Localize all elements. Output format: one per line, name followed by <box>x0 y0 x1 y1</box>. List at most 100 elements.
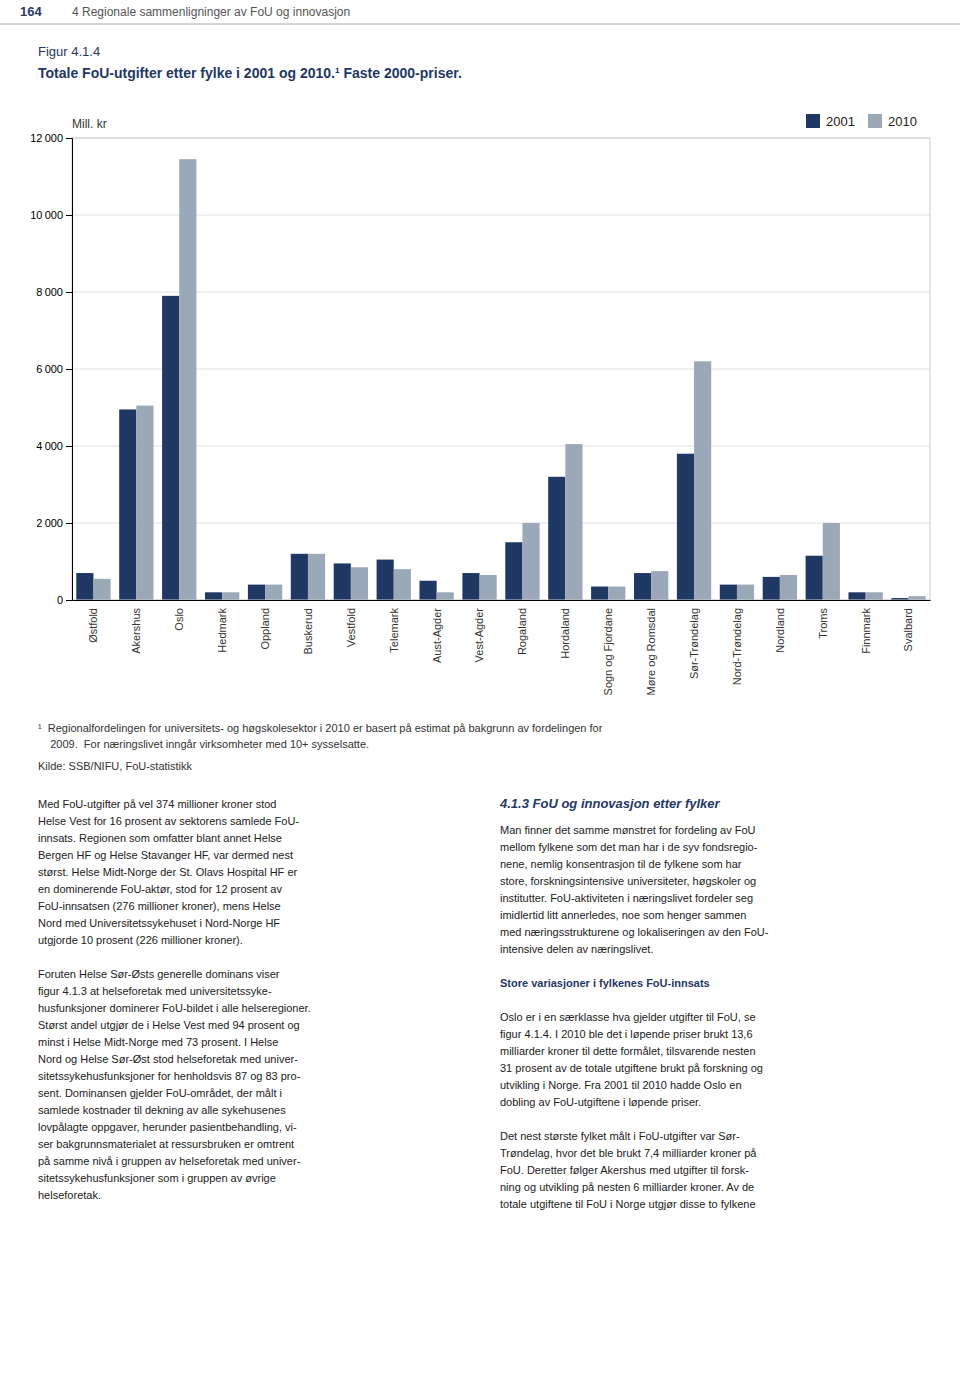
chart-subtitle: Totale FoU-utgifter etter fylke i 2001 o… <box>38 65 462 81</box>
body-text: milliarder kroner til dette formålet, ti… <box>500 1045 756 1057</box>
bars <box>76 159 925 600</box>
x-tick: Nordland <box>774 608 786 653</box>
body-text: FoU. Deretter følger Akershus med utgift… <box>500 1164 749 1176</box>
bar <box>291 554 308 600</box>
x-tick: Vestfold <box>345 608 357 647</box>
y-tick-mark <box>66 446 72 447</box>
x-tick-label: Oslo <box>173 608 185 631</box>
x-tick: Finnmark <box>860 608 872 654</box>
grid-line <box>72 215 930 216</box>
x-tick: Nord-Trøndelag <box>731 608 743 685</box>
legend-item: 2001 <box>806 114 855 129</box>
x-tick-label: Telemark <box>388 608 400 653</box>
x-tick: Telemark <box>388 608 400 653</box>
bar <box>222 592 239 600</box>
bar <box>248 585 265 600</box>
bar <box>394 569 411 600</box>
y-tick-mark <box>66 369 72 370</box>
x-axis: Østfold Akershus Oslo Hedmark Oppland Buskeru… <box>73 601 931 696</box>
y-tick: 10 000 <box>30 209 72 221</box>
body-text: med næringsstrukturene og lokaliseringen… <box>500 926 769 938</box>
chart-title: Figur 4.1.4 <box>38 44 100 59</box>
x-tick-label: Rogaland <box>516 608 528 655</box>
bar <box>634 573 651 600</box>
x-tick-label: Troms <box>817 608 829 639</box>
bar <box>806 556 823 600</box>
y-tick-label: 4 000 <box>36 440 63 452</box>
y-tick: 4 000 <box>36 440 72 452</box>
source: Kilde: SSB/NIFU, FoU-statistikk <box>38 760 193 772</box>
body-text: ser bakgrunnsmaterialet at ressursbruken… <box>38 1138 294 1150</box>
x-tick-label: Oppland <box>259 608 271 650</box>
header-number: 164 <box>20 4 42 19</box>
legend-swatch <box>806 114 820 128</box>
body-text: helseforetak. <box>38 1189 101 1201</box>
body-text: 31 prosent av de totale utgiftene brukt … <box>500 1062 763 1074</box>
y-tick: 2 000 <box>36 517 72 529</box>
body-text: Det nest største fylket målt i FoU-utgif… <box>500 1130 740 1142</box>
body-text: minst i Helse Midt-Norge med 73 prosent.… <box>38 1036 278 1048</box>
body-text: Bergen HF og Helse Stavanger HF, var der… <box>38 849 293 861</box>
bar <box>522 523 539 600</box>
x-tick: Buskerud <box>302 608 314 654</box>
grid-line <box>72 369 930 370</box>
y-tick: 6 000 <box>36 363 72 375</box>
chart: 02 0004 0006 0008 00010 00012 000Østfold… <box>30 132 930 695</box>
body-text: utvikling i Norge. Fra 2001 til 2010 had… <box>500 1079 742 1091</box>
bar <box>419 581 436 600</box>
x-tick: Svalbard <box>902 608 914 651</box>
bar <box>480 575 497 600</box>
body-text: Nord med Universitetssykehuset i Nord-No… <box>38 917 280 929</box>
bar <box>334 563 351 600</box>
bar <box>565 444 582 600</box>
x-tick-label: Hordaland <box>559 608 571 659</box>
y-tick-label: 0 <box>57 594 63 606</box>
x-tick-label: Buskerud <box>302 608 314 654</box>
body-text: sitetssykehusfunksjoner for henholdsvis … <box>38 1070 301 1082</box>
bar <box>694 361 711 600</box>
y-tick: 0 <box>57 594 72 606</box>
x-tick: Oslo <box>173 608 185 631</box>
legend-label: 2010 <box>888 114 917 129</box>
bar <box>136 406 153 600</box>
body-text: Oslo er i en særklasse hva gjelder utgif… <box>500 1011 756 1023</box>
bar <box>677 454 694 600</box>
y-tick-mark <box>66 523 72 524</box>
y-tick: 8 000 <box>36 286 72 298</box>
x-tick-label: Møre og Romsdal <box>645 608 657 695</box>
bar <box>823 523 840 600</box>
x-tick: Hedmark <box>216 608 228 653</box>
x-tick: Sør-Trøndelag <box>688 608 700 679</box>
x-tick-label: Nord-Trøndelag <box>731 608 743 685</box>
x-tick: Sogn og Fjordane <box>602 608 614 695</box>
body-text: innsats. Regionen som omfatter blant ann… <box>38 832 282 844</box>
legend-swatch <box>868 114 882 128</box>
x-tick-label: Vestfold <box>345 608 357 647</box>
bar <box>437 592 454 600</box>
x-tick: Troms <box>817 608 829 639</box>
footnote: ¹ Regionalfordelingen for universitets- … <box>38 722 603 734</box>
body-text: en dominerende FoU-aktør, stod for 12 pr… <box>38 883 282 895</box>
body-text: ning og utvikling på nesten 6 milliarder… <box>500 1181 754 1193</box>
x-tick-label: Svalbard <box>902 608 914 651</box>
body-text: FoU-innsatsen (276 millioner kroner), me… <box>38 900 281 912</box>
grid-line <box>72 292 930 293</box>
x-tick-label: Vest-Agder <box>473 608 485 663</box>
bar <box>377 560 394 600</box>
body-text: størst. Helse Midt-Norge der St. Olavs H… <box>38 866 298 878</box>
bar <box>351 567 368 600</box>
bar <box>737 585 754 600</box>
body-text: dobling av FoU-utgiftene i løpende prise… <box>500 1096 701 1108</box>
x-tick-label: Akershus <box>130 608 142 654</box>
x-tick: Østfold <box>87 608 99 643</box>
body-text: sent. Dominansen gjelder FoU-området, de… <box>38 1087 282 1099</box>
body-text: store, forskningsintensive universiteter… <box>500 875 756 887</box>
bar <box>909 596 926 600</box>
x-tick: Hordaland <box>559 608 571 659</box>
body-text: imidlertid litt annerledes, noe som heng… <box>500 909 746 921</box>
bar <box>866 592 883 600</box>
body-text: Nord og Helse Sør-Øst stod helseforetak … <box>38 1053 298 1065</box>
y-tick-label: 6 000 <box>36 363 63 375</box>
legend-label: 2001 <box>826 114 855 129</box>
section-heading: Store variasjoner i fylkenes FoU-innsats <box>500 977 710 989</box>
